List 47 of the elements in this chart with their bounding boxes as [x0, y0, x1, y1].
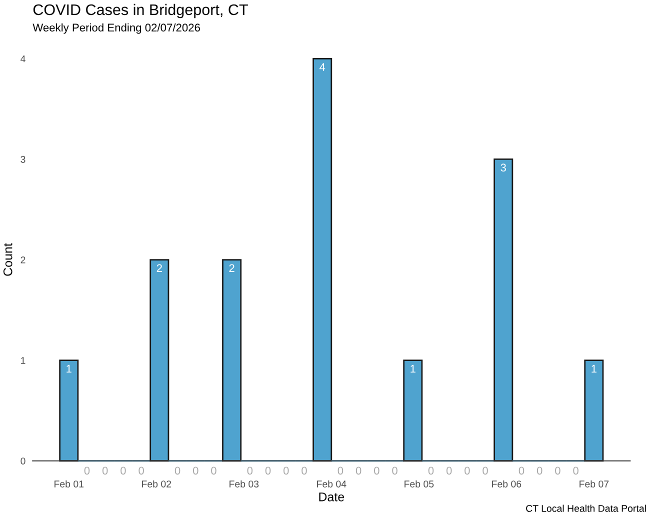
x-tick-label: Feb 04	[317, 480, 346, 488]
x-axis-title: Date	[319, 492, 344, 502]
x-tick-label: Feb 05	[404, 480, 434, 488]
data-label: 0	[174, 466, 180, 475]
data-label: 0	[464, 466, 470, 475]
data-label: 0	[356, 466, 362, 475]
data-label: 0	[428, 466, 434, 475]
data-label: 0	[555, 466, 560, 475]
data-label: 0	[302, 466, 307, 475]
data-label: 0	[482, 466, 488, 475]
data-label: 1	[66, 364, 72, 373]
chart-title: COVID Cases in Bridgeport, CT	[33, 4, 248, 18]
data-label: 0	[536, 466, 542, 475]
data-label: 0	[283, 466, 289, 475]
y-tick-label: 4	[20, 55, 26, 62]
data-label: 0	[102, 466, 108, 475]
data-label: 2	[229, 264, 234, 272]
data-label: 0	[138, 466, 144, 475]
x-tick-label: Feb 07	[580, 480, 609, 488]
data-label: 0	[265, 466, 271, 475]
data-label: 0	[211, 466, 216, 475]
data-label: 0	[392, 466, 398, 475]
chart-subtitle: Weekly Period Ending 02/07/2026	[32, 23, 200, 34]
data-label: 4	[320, 63, 326, 71]
data-label: 0	[446, 466, 452, 475]
data-label: 0	[84, 466, 90, 475]
data-label: 3	[500, 164, 506, 172]
data-label: 0	[192, 466, 198, 475]
data-label: 0	[247, 466, 253, 475]
y-tick-label: 1	[21, 357, 26, 364]
data-label: 2	[156, 264, 162, 272]
text: CT Local Health Data Portal	[526, 504, 646, 512]
data-label: 1	[592, 364, 596, 373]
x-tick-label: Feb 01	[54, 480, 84, 488]
y-tick-label: 2	[20, 256, 26, 264]
y-tick-label: 0	[20, 458, 26, 464]
data-label: 0	[338, 466, 344, 475]
x-tick-label: Feb 06	[492, 480, 522, 488]
data-label: 0	[518, 466, 524, 475]
data-label: 0	[573, 466, 578, 475]
x-tick-label: Feb 02	[142, 480, 172, 488]
data-label: 1	[410, 364, 416, 373]
data-label: 0	[374, 466, 380, 475]
data-label: 0	[120, 466, 126, 475]
y-axis-title: Count	[3, 243, 12, 276]
y-tick-label: 3	[20, 156, 26, 163]
x-tick-label: Feb 03	[230, 480, 259, 488]
